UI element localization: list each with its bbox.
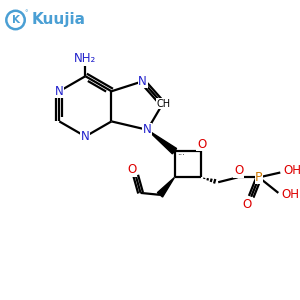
Polygon shape (158, 177, 175, 197)
Text: O: O (197, 138, 206, 151)
Text: O: O (243, 198, 252, 211)
Text: OH: OH (283, 164, 300, 177)
Text: K: K (11, 15, 20, 25)
Text: O: O (127, 163, 136, 176)
Text: N: N (81, 130, 90, 143)
Text: OH: OH (281, 188, 299, 201)
Text: P: P (255, 171, 263, 184)
Text: °: ° (24, 10, 28, 16)
Text: CH: CH (157, 99, 171, 109)
Polygon shape (147, 130, 177, 154)
Text: N: N (143, 123, 152, 136)
Text: Kuujia: Kuujia (31, 13, 85, 28)
Text: O: O (234, 164, 243, 177)
Text: ...: ... (177, 148, 185, 157)
Text: NH₂: NH₂ (74, 52, 97, 65)
Text: N: N (55, 85, 64, 98)
Text: N: N (138, 75, 147, 88)
